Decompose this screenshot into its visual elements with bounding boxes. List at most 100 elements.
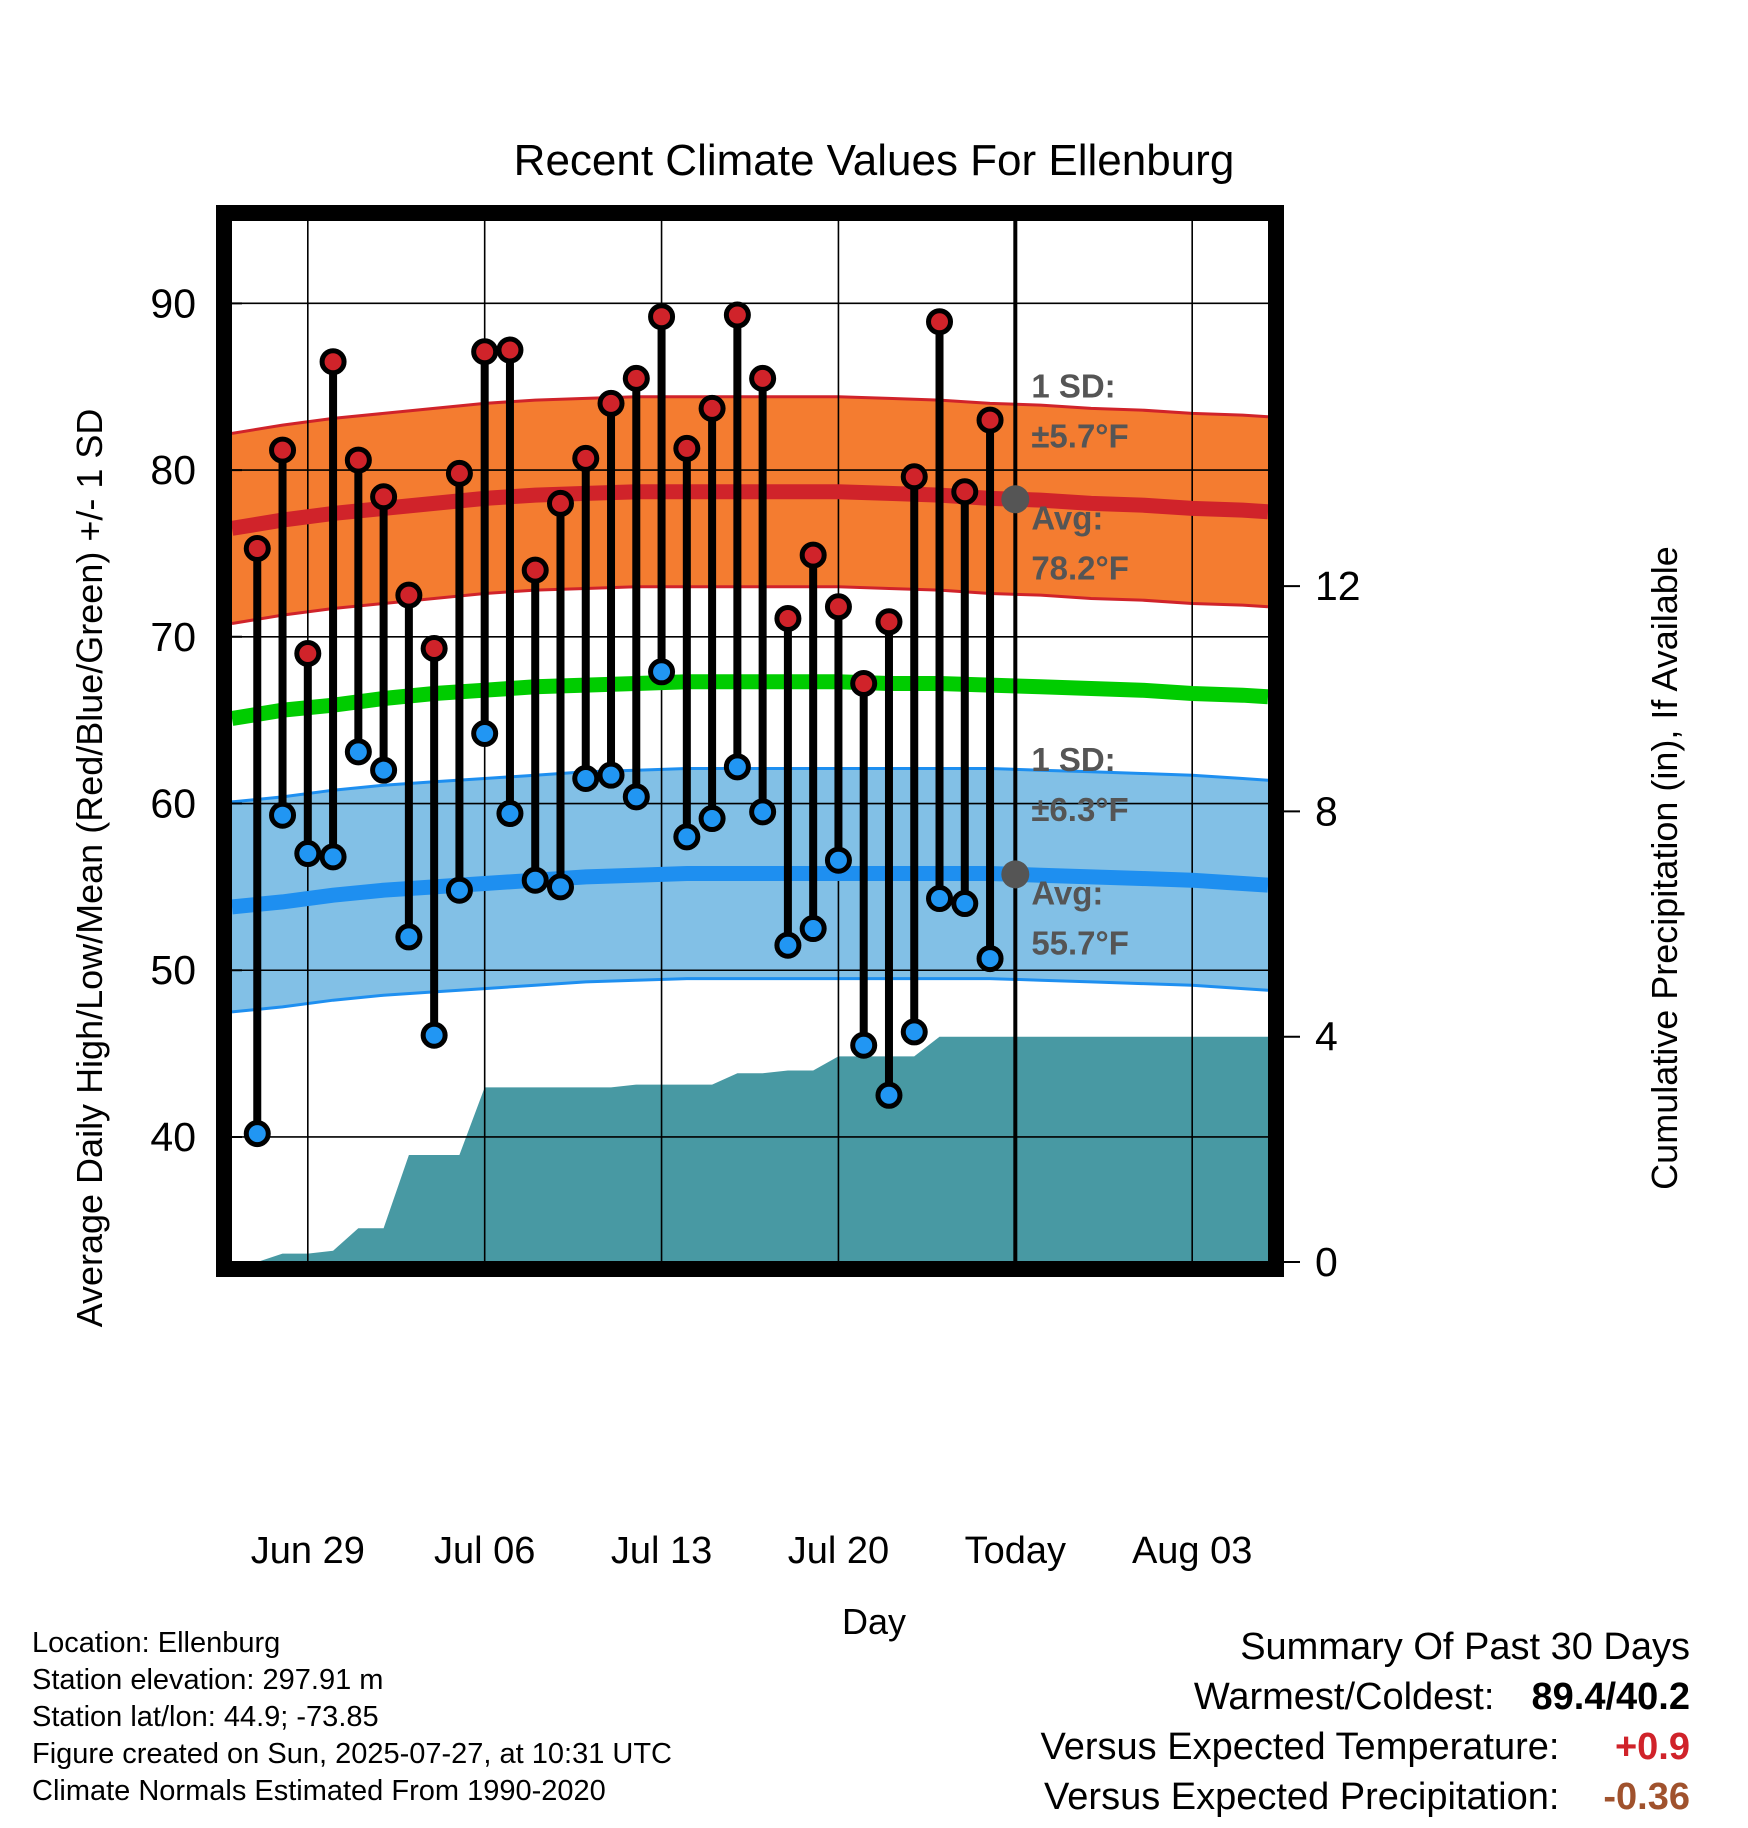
daily-low-marker [648,658,676,686]
temp-label: Versus Expected Temperature: [1040,1726,1560,1768]
daily-high-marker [344,446,372,474]
high-sd-label: 1 SD: [1031,368,1115,405]
daily-high-marker [546,489,574,517]
summary-precip-row: Versus Expected Precipitation: -0.36 [1041,1772,1690,1822]
daily-low-marker [420,1021,448,1049]
daily-low-marker [597,761,625,789]
daily-high-marker [698,394,726,422]
plot-area: 1 SD: ±5.7°F Avg: 78.2°F 1 SD: ±6.3°F Avg: 55.7… [150,205,1361,1572]
daily-high-marker [976,406,1004,434]
y2-axis-label: Cumulative Precipitation (in), If Availa… [1644,546,1685,1190]
y2-tick-label: 8 [1315,788,1338,834]
summary-warm-row: Warmest/Coldest: 89.4/40.2 [1041,1672,1690,1722]
x-tick-label: Jul 06 [434,1530,535,1572]
daily-high-marker [673,434,701,462]
daily-high-marker [900,463,928,491]
warm-value: 89.4/40.2 [1531,1676,1690,1718]
y2-tick-label: 0 [1315,1239,1338,1285]
daily-low-marker [269,801,297,829]
low-sd-band [232,768,1268,1012]
daily-high-marker [875,608,903,636]
high-avg-value: 78.2°F [1031,549,1129,586]
plot-frame [216,205,1284,1277]
daily-high-marker [294,639,322,667]
x-tick-label: Jul 13 [611,1530,712,1572]
latlon-text: Station lat/lon: 44.9; -73.85 [32,1701,379,1733]
normals-text: Climate Normals Estimated From 1990-2020 [32,1775,606,1807]
daily-low-marker [875,1081,903,1109]
daily-low-marker [521,866,549,894]
daily-low-marker [976,945,1004,973]
daily-high-marker [471,338,499,366]
y-tick-label: 90 [150,280,196,326]
high-avg-label: Avg: [1031,499,1103,536]
daily-low-marker [622,783,650,811]
daily-low-marker [546,873,574,901]
window-label-number: 30 [1029,1384,1066,1421]
precip-value: -0.36 [1603,1776,1690,1818]
daily-low-marker [319,843,347,871]
y-tick-label: 50 [150,947,196,993]
y-tick-label: 80 [150,447,196,493]
daily-high-marker [799,541,827,569]
x-tick-label: Today [965,1530,1066,1572]
chart-title: Recent Climate Values For Ellenburg [514,136,1235,185]
daily-low-marker [926,885,954,913]
daily-low-marker [572,765,600,793]
x-tick-label: Jul 20 [788,1530,889,1572]
location-text: Location: Ellenburg [32,1627,281,1659]
daily-high-marker [951,478,979,506]
daily-high-marker [445,459,473,487]
precipitation-area [232,1036,1268,1262]
daily-low-marker [395,923,423,951]
daily-low-marker [799,915,827,943]
high-sd-value: ±5.7°F [1031,418,1128,455]
daily-low-marker [243,1120,271,1148]
daily-low-marker [370,756,398,784]
daily-low-marker [445,876,473,904]
daily-high-marker [395,581,423,609]
y2-tick-label: 12 [1315,563,1361,609]
daily-high-marker [749,364,777,392]
daily-high-marker [648,303,676,331]
daily-low-marker [294,840,322,868]
low-avg-label: Avg: [1031,874,1103,911]
daily-high-marker [243,534,271,562]
today-low-average-marker [1001,860,1030,889]
daily-low-marker [723,753,751,781]
daily-low-marker [774,931,802,959]
low-sd-value: ±6.3°F [1031,791,1128,828]
created-text: Figure created on Sun, 2025-07-27, at 10… [32,1738,672,1770]
daily-low-marker [850,1031,878,1059]
low-sd-lower-edge [232,977,1268,1014]
x-tick-label: Jun 29 [251,1530,365,1572]
high-sd-band [232,396,1268,624]
precip-label: Versus Expected Precipitation: [1044,1776,1560,1818]
y-tick-label: 40 [150,1114,196,1160]
window-label-days: Days [1029,1430,1108,1467]
daily-high-marker [597,389,625,417]
x-axis-label: Day [842,1601,906,1642]
daily-high-marker [723,301,751,329]
daily-high-marker [926,308,954,336]
daily-low-marker [698,805,726,833]
daily-high-marker [622,364,650,392]
daily-high-marker [572,444,600,472]
daily-low-marker [673,823,701,851]
temp-value: +0.9 [1614,1726,1690,1768]
warm-label: Warmest/Coldest: [1193,1676,1495,1718]
daily-low-marker [900,1018,928,1046]
daily-low-marker [951,890,979,918]
elevation-text: Station elevation: 297.91 m [32,1664,384,1696]
low-avg-value: 55.7°F [1031,924,1129,961]
plot-inner: 1 SD: ±5.7°F Avg: 78.2°F 1 SD: ±6.3°F Avg: 55.7… [232,220,1268,1467]
y-tick-label: 70 [150,614,196,660]
y-tick-label: 60 [150,781,196,827]
daily-high-marker [850,669,878,697]
daily-low-marker [496,800,524,828]
daily-high-marker [824,593,852,621]
daily-high-marker [420,634,448,662]
today-high-average-marker [1001,485,1030,514]
y-axis-label: Average Daily High/Low/Mean (Red/Blue/Gr… [69,409,110,1328]
